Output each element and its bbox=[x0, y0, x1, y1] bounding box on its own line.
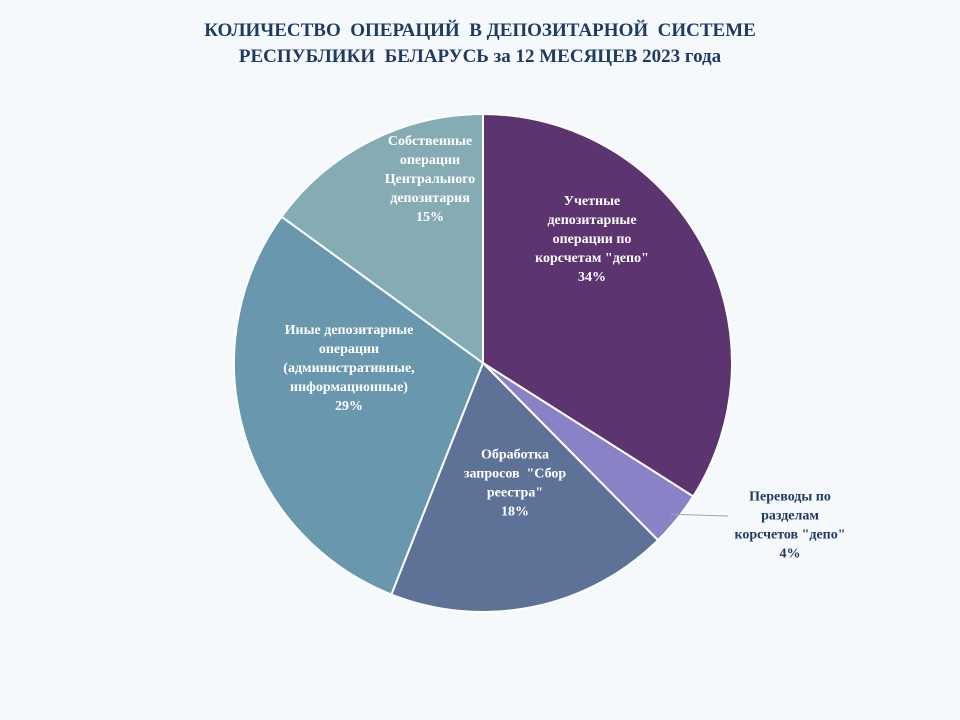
chart-title-line-1: КОЛИЧЕСТВО ОПЕРАЦИЙ В ДЕПОЗИТАРНОЙ СИСТЕ… bbox=[204, 20, 756, 41]
slice-category-label: депозитария bbox=[390, 191, 470, 206]
slice-category-label: корсчетов "депо" bbox=[734, 528, 845, 543]
slice-percent-label: 34% bbox=[578, 270, 606, 285]
chart-title-line-2: РЕСПУБЛИКИ БЕЛАРУСЬ за 12 МЕСЯЦЕВ 2023 г… bbox=[238, 46, 722, 67]
slice-category-label: Собственные bbox=[388, 134, 472, 149]
leader-line-2 bbox=[670, 513, 729, 517]
slice-category-label: информационные) bbox=[290, 380, 408, 395]
slice-percent-label: 4% bbox=[780, 547, 801, 562]
chart-title: КОЛИЧЕСТВО ОПЕРАЦИЙ В ДЕПОЗИТАРНОЙ СИСТЕ… bbox=[0, 18, 960, 70]
slice-category-label: разделам bbox=[761, 509, 819, 524]
slice-category-label: операции bbox=[319, 342, 379, 357]
slice-category-label: Иные депозитарные bbox=[285, 323, 414, 338]
slice-category-label: операции bbox=[400, 153, 460, 168]
pie-slice-1 bbox=[482, 112, 733, 498]
slice-category-label: депозитарные bbox=[547, 213, 636, 228]
slice-category-label: Учетные bbox=[564, 194, 620, 209]
slice-label-1: Учетные депозитарные операции по корсчетам … bbox=[535, 194, 649, 285]
slice-label-5: Собственные операции Центрального депозитар… bbox=[385, 134, 475, 225]
slice-category-label: (административные, bbox=[283, 361, 414, 376]
pie-slice-3 bbox=[390, 361, 660, 613]
slice-label-2: Переводы по разделам корсчетов "депо" 4% bbox=[734, 490, 845, 562]
slice-label-3: Обработка запросов "Сбор реестра" 18% bbox=[464, 448, 567, 520]
slice-percent-label: 15% bbox=[416, 210, 444, 225]
slice-category-label: Переводы по bbox=[749, 490, 831, 505]
slice-percent-label: 18% bbox=[501, 505, 529, 520]
slice-percent-label: 29% bbox=[335, 399, 363, 414]
slice-category-label: реестра" bbox=[487, 486, 543, 501]
slice-category-label: Обработка bbox=[481, 448, 549, 463]
slice-category-label: корсчетам "депо" bbox=[535, 251, 649, 266]
slice-label-4: Иные депозитарные операции (административн… bbox=[283, 323, 414, 414]
slice-category-label: операции по bbox=[553, 232, 632, 247]
slice-category-label: запросов "Сбор bbox=[464, 467, 567, 482]
pie-slice-4 bbox=[233, 215, 485, 596]
pie-slice-5 bbox=[280, 112, 484, 365]
slice-category-label: Центрального bbox=[385, 172, 475, 187]
